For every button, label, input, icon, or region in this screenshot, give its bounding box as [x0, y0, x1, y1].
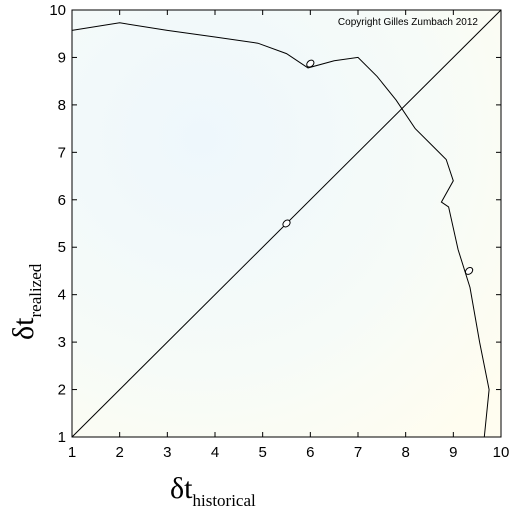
x-tick-label: 4 — [211, 444, 219, 461]
x-tick-label: 9 — [449, 444, 457, 461]
copyright-text: Copyright Gilles Zumbach 2012 — [338, 17, 479, 28]
x-tick-label: 1 — [68, 444, 76, 461]
x-tick-label: 10 — [493, 444, 510, 461]
x-tick-label: 2 — [115, 444, 123, 461]
y-tick-label: 3 — [58, 334, 66, 351]
contour-line — [71, 22, 490, 438]
y-tick-label: 10 — [49, 2, 66, 19]
y-tick-label: 2 — [58, 382, 66, 399]
x-tick-label: 3 — [163, 444, 171, 461]
y-tick-label: 1 — [58, 429, 66, 446]
x-tick-label: 8 — [401, 444, 409, 461]
ticks: 1 2 3 4 5 6 7 8 9 10 1 2 3 4 5 6 7 8 9 10 — [49, 2, 509, 461]
x-tick-label: 7 — [354, 444, 362, 461]
x-tick-label: 6 — [306, 444, 314, 461]
x-tick-label: 5 — [258, 444, 266, 461]
y-tick-label: 9 — [58, 49, 66, 66]
contour-marker — [306, 59, 315, 68]
y-axis-label: δtrealized — [7, 263, 45, 340]
y-tick-label: 6 — [58, 192, 66, 209]
markers — [282, 59, 474, 275]
contour-marker — [464, 266, 474, 275]
y-tick-label: 5 — [58, 239, 66, 256]
contour-marker — [282, 219, 291, 228]
y-tick-label: 7 — [58, 144, 66, 161]
x-axis-label: δthistorical — [170, 472, 256, 510]
y-tick-label: 4 — [58, 287, 66, 304]
y-tick-label: 8 — [58, 97, 66, 114]
